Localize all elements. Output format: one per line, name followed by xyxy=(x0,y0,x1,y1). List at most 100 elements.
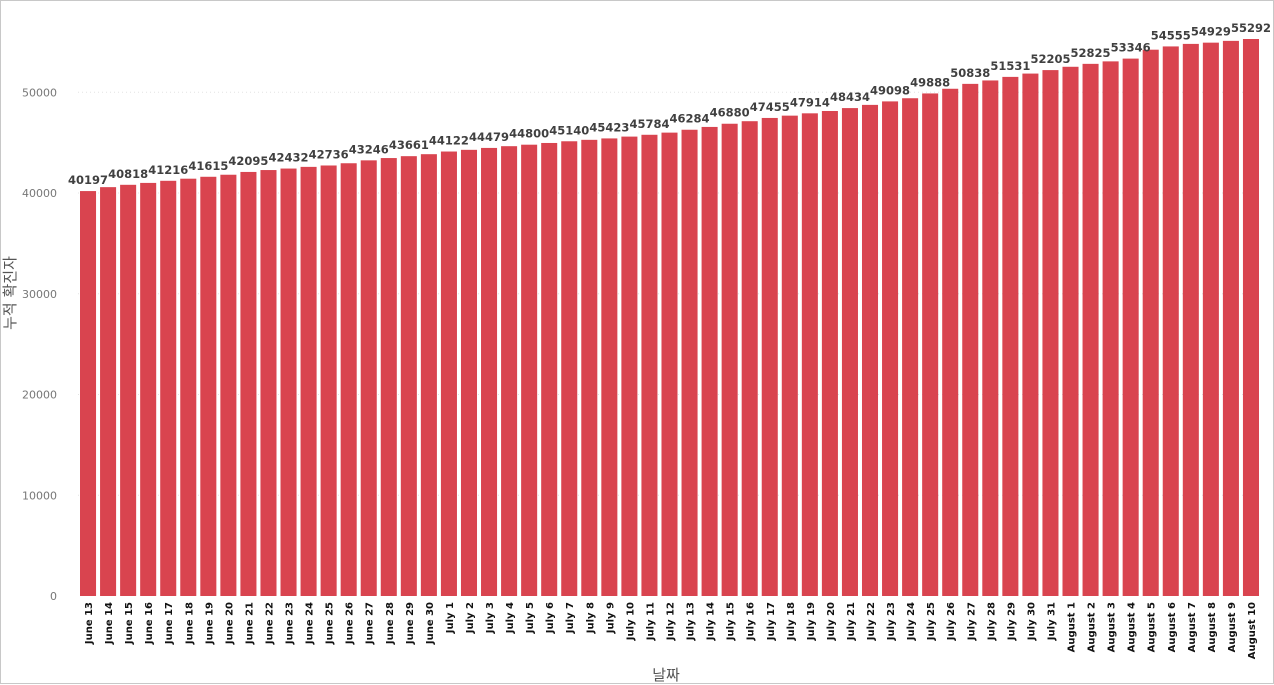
y-tick-label: 30000 xyxy=(22,288,57,301)
x-tick-label: July 11 xyxy=(645,602,656,641)
bar xyxy=(922,93,939,597)
bar xyxy=(721,123,738,596)
x-tick-label: July 10 xyxy=(625,602,636,641)
bar xyxy=(300,166,317,596)
x-tick-label: June 24 xyxy=(305,602,316,645)
bar xyxy=(400,156,417,596)
x-tick-label: August 9 xyxy=(1227,602,1238,652)
bar xyxy=(1022,73,1039,597)
bar xyxy=(1202,42,1219,596)
bar xyxy=(1242,39,1259,596)
data-label: 45784 xyxy=(629,117,669,131)
x-tick-label: July 26 xyxy=(946,602,957,641)
bar xyxy=(320,165,337,596)
x-tick-label: July 2 xyxy=(465,602,476,634)
data-label: 54929 xyxy=(1191,25,1231,39)
data-label: 50838 xyxy=(950,66,990,80)
x-tick-label: July 27 xyxy=(966,602,977,641)
x-tick-label: August 8 xyxy=(1207,602,1218,652)
bar xyxy=(1082,63,1099,596)
bar xyxy=(1062,66,1079,597)
data-labels: 40197 40818 41216 41615 42095 42432 42736 43246… xyxy=(68,21,1271,187)
bar xyxy=(220,174,237,596)
data-label: 42432 xyxy=(269,151,309,165)
data-label: 45423 xyxy=(589,120,629,134)
bar xyxy=(882,101,899,596)
x-tick-label: July 30 xyxy=(1026,602,1037,641)
bar xyxy=(501,146,518,596)
data-label: 44122 xyxy=(429,134,469,148)
data-label: 43246 xyxy=(349,142,389,156)
data-label: 41216 xyxy=(148,163,188,177)
bar xyxy=(340,163,357,596)
bar xyxy=(1102,61,1119,596)
data-label: 52205 xyxy=(1030,52,1070,66)
bar xyxy=(440,151,457,596)
x-tick-label: July 12 xyxy=(666,602,677,641)
x-tick-label: July 14 xyxy=(706,602,717,641)
x-tick-label: June 21 xyxy=(244,602,255,645)
bar xyxy=(741,121,758,597)
x-tick-label: July 15 xyxy=(726,602,737,641)
bar xyxy=(701,126,718,596)
x-tick-label: July 13 xyxy=(686,602,697,641)
x-tick-label: June 27 xyxy=(365,602,376,645)
y-tick-label: 0 xyxy=(50,590,57,603)
x-tick-label: June 29 xyxy=(405,602,416,645)
bar xyxy=(781,115,798,597)
x-tick-label: July 20 xyxy=(826,602,837,641)
data-label: 47455 xyxy=(750,100,790,114)
bar xyxy=(982,80,999,597)
x-tick-label: July 18 xyxy=(786,602,797,641)
bar xyxy=(240,171,257,597)
x-tick-label: July 16 xyxy=(746,602,757,641)
bar xyxy=(280,168,297,596)
data-label: 46284 xyxy=(670,112,710,126)
bar xyxy=(1222,40,1239,597)
x-tick-label: August 5 xyxy=(1147,602,1158,652)
data-label: 41615 xyxy=(188,159,228,173)
x-tick-label: July 29 xyxy=(1006,602,1017,641)
x-tick-label: August 6 xyxy=(1167,602,1178,652)
x-tick-label: July 25 xyxy=(926,602,937,641)
data-label: 48434 xyxy=(830,90,870,104)
x-tick-label: July 3 xyxy=(485,602,496,634)
data-label: 40197 xyxy=(68,173,108,187)
x-tick-label: July 17 xyxy=(766,602,777,641)
bar xyxy=(841,108,858,596)
bars xyxy=(80,39,1259,597)
bar xyxy=(541,142,558,596)
x-tick-label: July 9 xyxy=(605,602,616,634)
data-label: 55292 xyxy=(1231,21,1271,35)
data-label: 42095 xyxy=(228,154,268,168)
data-label: 49888 xyxy=(910,75,950,89)
bar xyxy=(360,160,377,596)
x-axis-ticks: June 13 June 14 June 15 June 16 June 17 June … xyxy=(84,602,1258,659)
x-tick-label: July 8 xyxy=(585,602,596,634)
bar xyxy=(581,139,598,597)
x-tick-label: July 1 xyxy=(445,602,456,634)
data-label: 47914 xyxy=(790,95,830,109)
data-label: 54555 xyxy=(1151,28,1191,42)
bar xyxy=(1122,58,1139,597)
x-tick-label: June 15 xyxy=(124,602,135,645)
x-tick-label: July 22 xyxy=(866,602,877,641)
x-tick-label: July 23 xyxy=(886,602,897,641)
bar xyxy=(1042,70,1059,597)
y-tick-label: 50000 xyxy=(22,86,57,99)
bar xyxy=(180,178,197,597)
x-tick-label: July 24 xyxy=(906,602,917,641)
y-tick-label: 40000 xyxy=(22,187,57,200)
bar xyxy=(521,144,538,596)
bar xyxy=(681,129,698,597)
data-label: 53346 xyxy=(1111,41,1151,55)
data-label: 52825 xyxy=(1071,46,1111,60)
data-label: 44800 xyxy=(509,127,549,141)
x-tick-label: June 30 xyxy=(425,602,436,645)
bar xyxy=(1162,46,1179,597)
x-tick-label: June 17 xyxy=(164,602,175,645)
data-label: 46880 xyxy=(710,106,750,120)
x-tick-label: June 26 xyxy=(345,602,356,645)
y-axis-title: 누적 확진자 xyxy=(1,256,19,330)
